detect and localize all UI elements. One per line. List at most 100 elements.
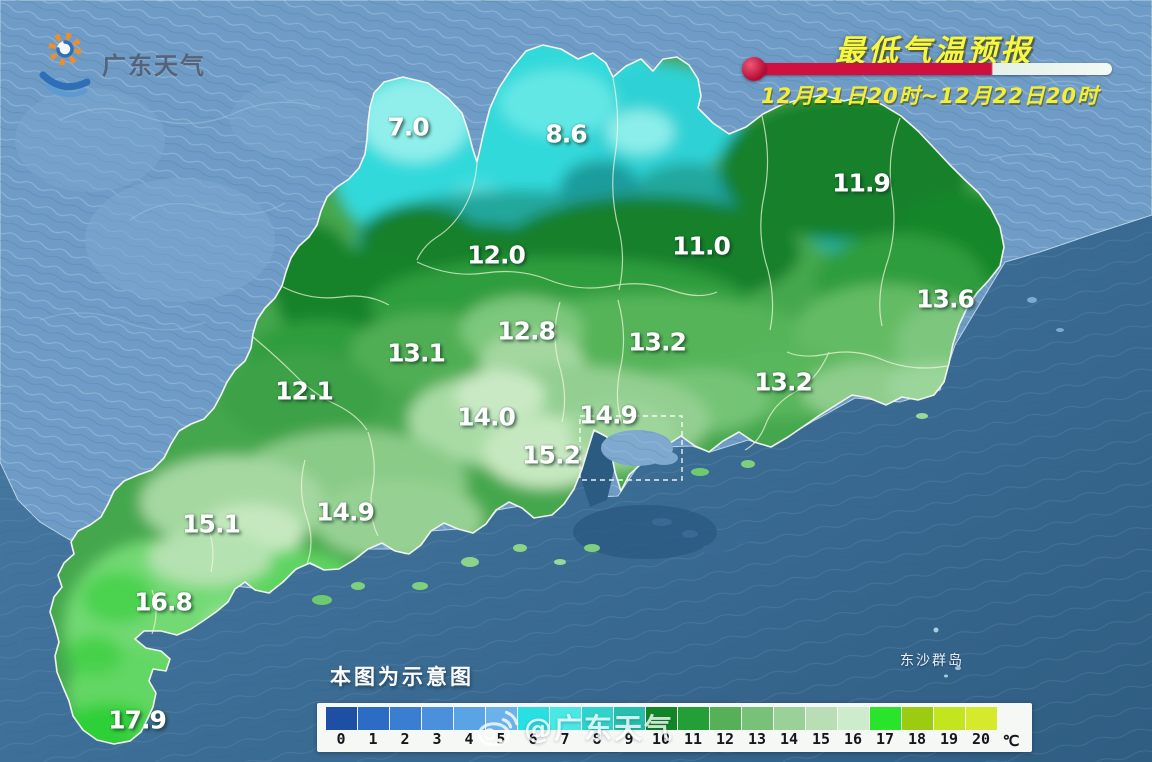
legend-swatch <box>389 707 421 730</box>
legend-scale: 0 1 2 3 4 5 6 7 8 9 10 11 12 13 14 15 16 17 18 19 20 <box>325 707 997 748</box>
temp-label: 13.1 <box>387 338 446 368</box>
temp-label: 16.8 <box>134 587 193 617</box>
legend-step: 19 <box>933 707 965 748</box>
legend-swatch <box>805 707 837 730</box>
legend-tick: 14 <box>779 730 799 748</box>
hongkong-dashed-box <box>579 415 683 481</box>
legend-tick: 16 <box>843 730 863 748</box>
legend-step: 2 <box>389 707 421 748</box>
legend-tick: 2 <box>400 730 410 748</box>
temp-label: 7.0 <box>387 112 429 142</box>
thermometer-graphic <box>742 56 1114 82</box>
temp-label: 12.0 <box>467 240 526 270</box>
legend-tick: 11 <box>683 730 703 748</box>
weather-logo-icon <box>39 32 91 98</box>
station-logo-text: 广东天气 <box>102 51 206 80</box>
temp-label: 15.1 <box>182 509 241 539</box>
legend-swatch <box>677 707 709 730</box>
legend-tick: 17 <box>875 730 895 748</box>
legend-tick: 3 <box>432 730 442 748</box>
temp-label: 12.1 <box>275 376 334 406</box>
legend-swatch <box>645 707 677 730</box>
dongsha-island-label: 东沙群岛 <box>900 653 964 669</box>
legend-step: 3 <box>421 707 453 748</box>
temperature-legend: 0 1 2 3 4 5 6 7 8 9 10 11 12 13 14 15 16 17 18 19 20 ℃ <box>317 703 1032 752</box>
legend-swatch <box>709 707 741 730</box>
legend-tick: 9 <box>624 730 634 748</box>
legend-swatch <box>613 707 645 730</box>
dongsha-islands <box>933 627 961 678</box>
temp-label: 14.0 <box>457 402 516 432</box>
temp-label: 11.9 <box>832 168 891 198</box>
legend-tick: 6 <box>528 730 538 748</box>
legend-tick: 5 <box>496 730 506 748</box>
legend-step: 14 <box>773 707 805 748</box>
legend-tick: 4 <box>464 730 474 748</box>
legend-tick: 1 <box>368 730 378 748</box>
temp-label: 17.9 <box>108 705 167 735</box>
legend-step: 16 <box>837 707 869 748</box>
legend-step: 11 <box>677 707 709 748</box>
temp-label: 8.6 <box>545 119 587 149</box>
legend-tick: 19 <box>939 730 959 748</box>
temp-label: 12.8 <box>497 316 556 346</box>
legend-swatch <box>965 707 997 730</box>
legend-tick: 15 <box>811 730 831 748</box>
coastal-islands <box>312 297 1064 605</box>
forecast-date-range: 12月21日20时~12月22日20时 <box>761 84 1099 108</box>
temp-label: 15.2 <box>522 440 581 470</box>
legend-step: 17 <box>869 707 901 748</box>
legend-step: 10 <box>645 707 677 748</box>
province-border <box>49 44 1005 745</box>
temp-label: 14.9 <box>579 400 638 430</box>
legend-tick: 0 <box>336 730 346 748</box>
legend-step: 1 <box>357 707 389 748</box>
thermometer-bulb <box>742 57 766 81</box>
temp-label: 14.9 <box>316 497 375 527</box>
thermometer-tube <box>757 63 1112 75</box>
legend-step: 5 <box>485 707 517 748</box>
temp-label: 13.6 <box>916 284 975 314</box>
legend-step: 12 <box>709 707 741 748</box>
map-disclaimer: 本图为示意图 <box>330 665 474 689</box>
temp-label: 13.2 <box>628 327 687 357</box>
legend-tick: 10 <box>651 730 671 748</box>
legend-step: 6 <box>517 707 549 748</box>
legend-step: 7 <box>549 707 581 748</box>
legend-tick: 13 <box>747 730 767 748</box>
legend-swatch <box>773 707 805 730</box>
prefecture-borders <box>151 77 948 635</box>
legend-swatch <box>325 707 357 730</box>
legend-swatch <box>453 707 485 730</box>
legend-swatch <box>581 707 613 730</box>
legend-swatch <box>741 707 773 730</box>
legend-swatch <box>549 707 581 730</box>
legend-swatch <box>837 707 869 730</box>
legend-swatch <box>901 707 933 730</box>
legend-swatch <box>933 707 965 730</box>
legend-swatch <box>517 707 549 730</box>
legend-step: 4 <box>453 707 485 748</box>
legend-step: 15 <box>805 707 837 748</box>
legend-step: 20 <box>965 707 997 748</box>
legend-swatch <box>357 707 389 730</box>
station-logo: 广东天气 <box>34 26 206 100</box>
legend-swatch <box>421 707 453 730</box>
legend-step: 13 <box>741 707 773 748</box>
legend-step: 8 <box>581 707 613 748</box>
temp-label: 13.2 <box>754 367 813 397</box>
legend-swatch <box>869 707 901 730</box>
legend-step: 0 <box>325 707 357 748</box>
legend-tick: 20 <box>971 730 991 748</box>
legend-swatch <box>485 707 517 730</box>
legend-tick: 12 <box>715 730 735 748</box>
legend-step: 18 <box>901 707 933 748</box>
legend-tick: 7 <box>560 730 570 748</box>
legend-tick: 18 <box>907 730 927 748</box>
legend-unit: ℃ <box>1002 732 1020 750</box>
legend-step: 9 <box>613 707 645 748</box>
legend-tick: 8 <box>592 730 602 748</box>
temp-label: 11.0 <box>672 231 731 261</box>
